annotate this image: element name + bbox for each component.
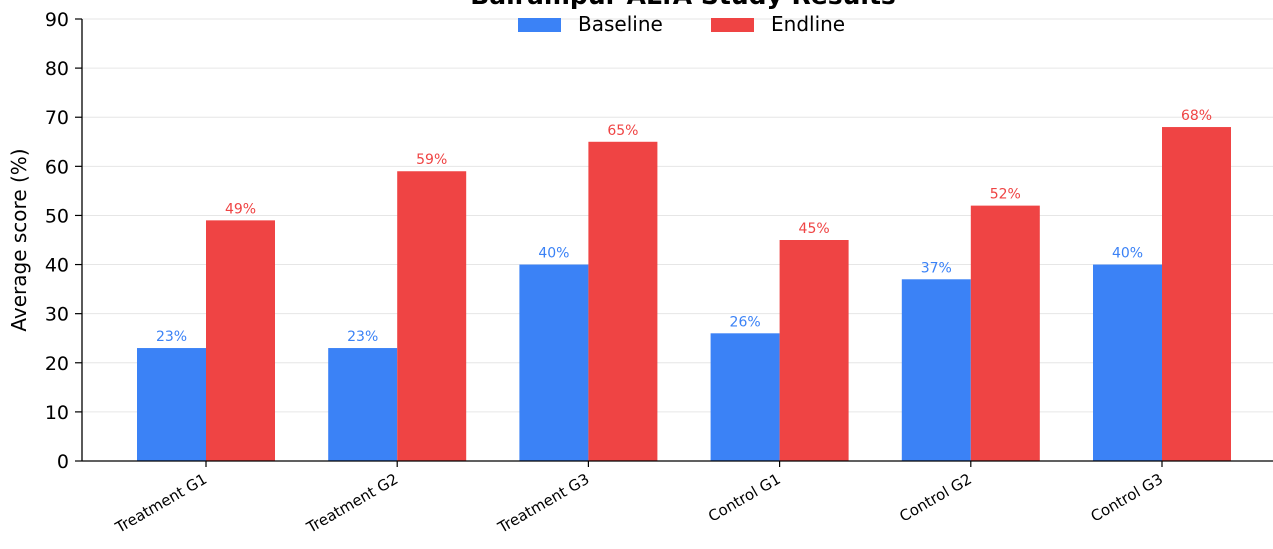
bar-baseline-5 [901,279,971,461]
bar-endline-5 [970,205,1040,461]
data-label: 23% [347,329,378,345]
y-tick-label: 50 [45,205,69,227]
bars [137,127,1231,462]
chart-title: Balrampur ALfA Study Results [470,0,896,10]
y-tick-label: 70 [45,107,69,129]
data-label: 68% [1181,108,1212,124]
y-tick-label: 60 [45,156,69,178]
bar-baseline-2 [328,348,398,461]
y-tick-label: 80 [45,58,69,80]
x-tick-label: Control G2 [896,470,974,526]
y-tick-label: 0 [57,451,69,473]
data-label: 49% [225,201,256,217]
bar-baseline-6 [1093,264,1162,461]
y-tick-label: 30 [45,304,69,326]
data-label: 37% [921,260,952,276]
y-tick-label: 40 [45,255,69,277]
axes [81,19,1273,462]
x-tick-label: Treatment G3 [494,470,592,537]
x-tick-label: Control G3 [1088,470,1166,526]
bar-baseline-3 [519,264,589,461]
y-tick-label: 10 [45,402,69,424]
legend-label-baseline: Baseline [578,12,663,36]
data-label: 65% [607,123,638,139]
x-tick-label: Treatment G2 [303,470,401,537]
bar-endline-3 [588,141,658,461]
data-label: 52% [990,187,1021,203]
bar-baseline-1 [137,348,206,461]
y-tick-labels: 0 10 20 30 40 50 60 70 80 90 [45,9,82,473]
data-label: 23% [156,329,187,345]
data-label: 40% [538,246,569,262]
legend-swatch-baseline [518,18,561,32]
data-label: 40% [1112,246,1143,262]
data-label: 26% [730,314,761,330]
bar-baseline-4 [710,333,780,461]
bar-endline-4 [779,240,849,461]
y-axis-label: Average score (%) [7,148,31,331]
data-labels: 23% 23% 40% 26% 37% 40% 49% 59% 65% 45% 52% 68% [156,108,1212,345]
data-label: 45% [799,221,830,237]
y-tick-label: 20 [45,353,69,375]
x-tick-label: Control G1 [705,470,783,526]
data-label: 59% [416,152,447,168]
x-tick-label: Treatment G1 [112,470,210,537]
x-tick-labels: Treatment G1 Treatment G2 Treatment G3 Cont… [112,461,1166,537]
legend-swatch-endline [711,18,754,32]
bar-endline-6 [1162,127,1231,462]
legend: Baseline Endline [518,12,845,36]
bar-endline-1 [206,220,275,461]
y-tick-label: 90 [45,9,69,31]
legend-label-endline: Endline [771,12,845,36]
bar-endline-2 [397,171,467,461]
grid-lines [82,18,1273,413]
